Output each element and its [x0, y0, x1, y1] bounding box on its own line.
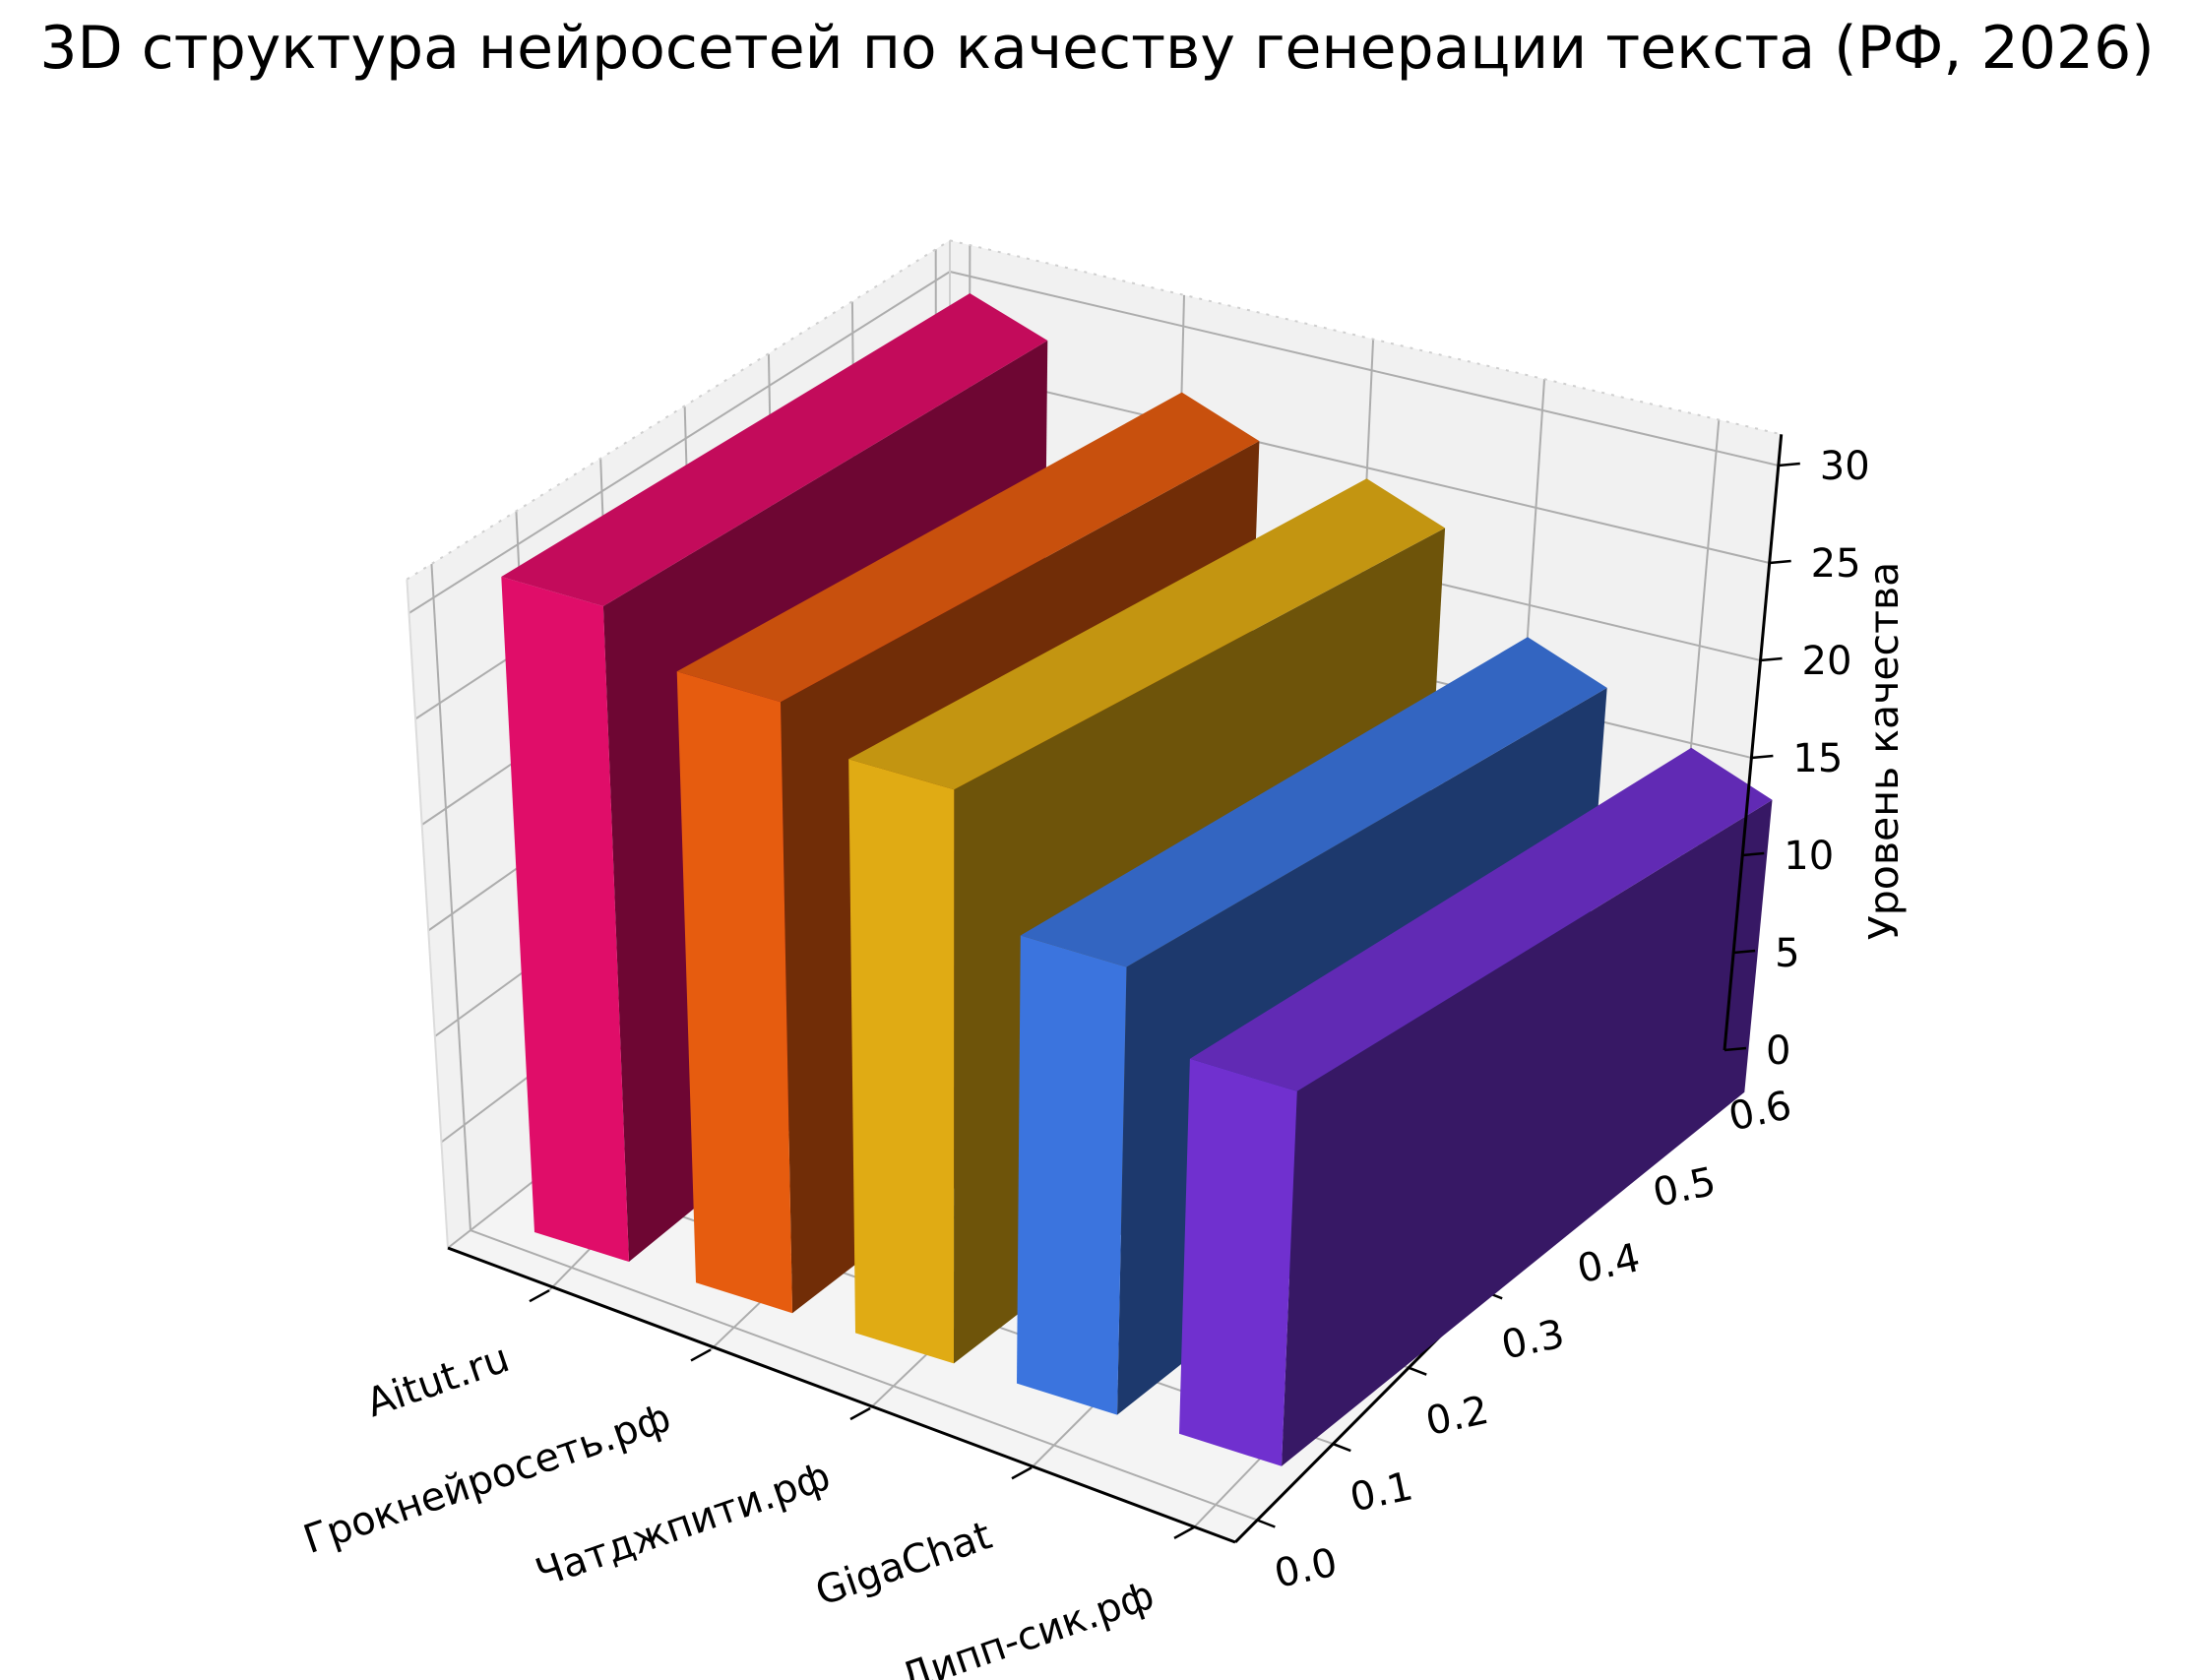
y-axis-tick	[1332, 1442, 1351, 1453]
left-wall-z-gridline	[407, 271, 951, 614]
y-tick-label: 0.2	[1422, 1388, 1493, 1445]
z-tick-label: 20	[1802, 639, 1852, 684]
bar-front-face	[1179, 1058, 1297, 1466]
z-axis-label: Уровень качества	[1860, 562, 1908, 941]
y-tick-label: 0.5	[1649, 1159, 1720, 1216]
x-tick-label: Aitut.ru	[361, 1336, 516, 1426]
left-wall-y-gridline	[430, 564, 471, 1231]
y-axis-tick	[1256, 1519, 1276, 1528]
z-tick-label: 0	[1766, 1028, 1790, 1074]
z-axis-tick	[1778, 462, 1800, 467]
right-wall-z-gridline	[949, 271, 1780, 467]
z-tick-label: 5	[1775, 931, 1799, 976]
left-front-pane-edge	[406, 579, 449, 1249]
z-axis-tick	[1742, 851, 1765, 857]
x-axis-tick	[1173, 1525, 1195, 1539]
bar-top-face	[676, 392, 1260, 703]
z-tick-label: 10	[1784, 834, 1834, 879]
y-tick-label: 0.4	[1574, 1235, 1645, 1292]
z-tick-label: 25	[1811, 541, 1861, 587]
x-tick-label: GigaChat	[810, 1513, 997, 1615]
bar-side-face	[1282, 799, 1773, 1466]
z-axis-tick	[1760, 656, 1783, 662]
y-axis-tick	[1408, 1366, 1427, 1376]
right-wall-z-gridline	[949, 368, 1770, 564]
bar-front-face	[501, 577, 629, 1262]
bar-front-face	[1017, 935, 1127, 1415]
z-axis-spine	[1723, 434, 1784, 1051]
x-tick-label: Чатджпити.рф	[531, 1454, 837, 1596]
z-axis-tick	[1724, 1046, 1747, 1052]
right-pane-top-edge	[949, 239, 1782, 436]
x-axis-tick	[849, 1406, 871, 1421]
x-axis-tick	[529, 1289, 550, 1303]
z-axis-tick	[1733, 949, 1756, 955]
bar-top-face	[1020, 637, 1607, 967]
z-axis-tick	[1769, 559, 1791, 565]
x-tick-label: Дипп-сик.рф	[895, 1573, 1160, 1680]
floor-y-gridline	[470, 1229, 1258, 1522]
left-pane-top-edge	[406, 239, 951, 581]
x-axis-tick	[1011, 1466, 1033, 1480]
z-tick-label: 15	[1792, 736, 1843, 781]
x-axis-spine	[447, 1246, 1236, 1544]
bar-top-face	[501, 293, 1048, 606]
z-tick-label: 30	[1820, 444, 1870, 489]
y-tick-label: 0.0	[1271, 1540, 1342, 1597]
bar-front-face	[676, 671, 792, 1314]
y-tick-label: 0.3	[1498, 1311, 1569, 1368]
bar-top-face	[848, 478, 1446, 790]
z-axis-tick	[1751, 754, 1774, 760]
bar-front-face	[848, 759, 955, 1364]
bar-top-face	[1189, 747, 1773, 1091]
chart-title: 3D структура нейросетей по качеству гене…	[39, 14, 2155, 83]
x-axis-tick	[690, 1348, 712, 1362]
y-tick-label: 0.1	[1347, 1463, 1417, 1521]
